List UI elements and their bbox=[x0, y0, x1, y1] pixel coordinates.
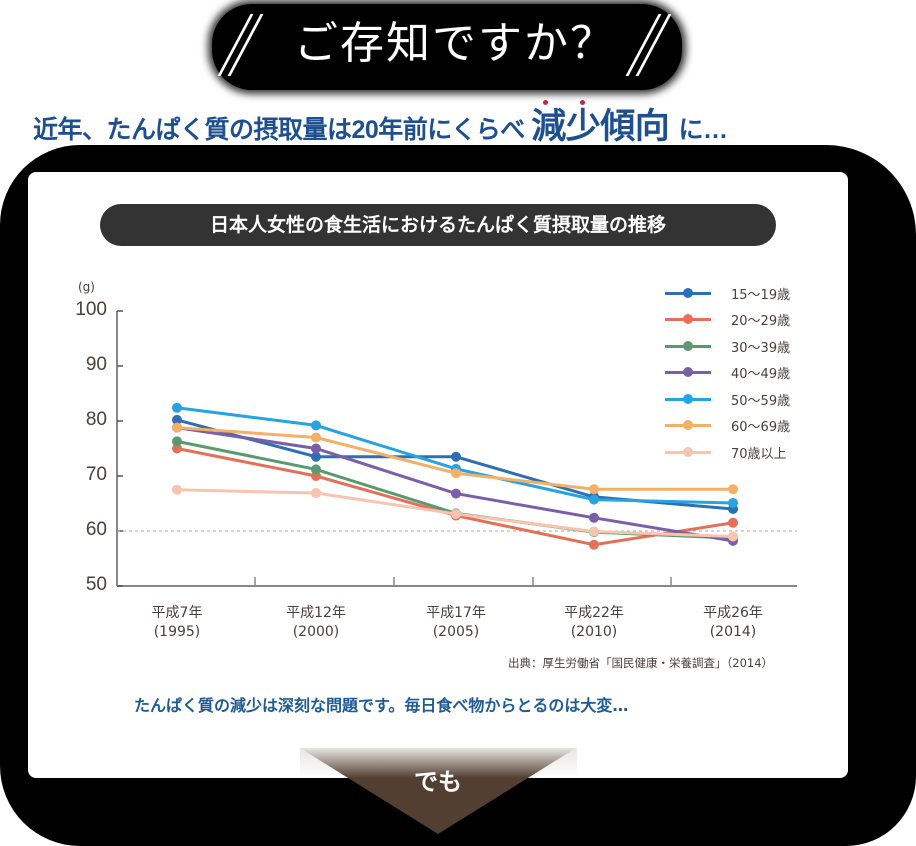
headline: ご存知ですか？ bbox=[294, 18, 616, 69]
y-tick-label: 100 bbox=[75, 299, 107, 320]
y-tick-label: 90 bbox=[85, 354, 107, 375]
legend-item: 60〜69歳 bbox=[665, 413, 790, 440]
legend-item: 20〜29歳 bbox=[665, 307, 790, 334]
x-tick-label: 平成7年 (1995) bbox=[151, 605, 203, 640]
legend-label: 60〜69歳 bbox=[731, 420, 791, 436]
source-citation: 出典：厚生労働省「国民健康・栄養調査」（2014） bbox=[508, 656, 774, 670]
x-tick-label: 平成26年 (2014) bbox=[703, 605, 763, 640]
subline-emphasis: 減少傾向 bbox=[531, 100, 678, 146]
chart-series bbox=[172, 402, 738, 550]
legend-marker-icon bbox=[665, 367, 711, 378]
legend-label: 70歳以上 bbox=[731, 446, 787, 462]
chart-card bbox=[28, 172, 848, 778]
subline: 近年、たんぱく質の摂取量は20年前にくらべ 減少傾向 に… bbox=[33, 98, 728, 149]
legend-marker-icon bbox=[665, 287, 711, 298]
legend-item: 50〜59歳 bbox=[665, 386, 790, 413]
subline-prefix: 近年、たんぱく質の摂取量は20年前にくらべ bbox=[33, 116, 525, 144]
legend-label: 15〜19歳 bbox=[731, 287, 791, 303]
x-tick-label: 平成22年 (2010) bbox=[564, 605, 624, 640]
emphasis-dot bbox=[580, 100, 586, 105]
legend-item: 70歳以上 bbox=[665, 439, 790, 466]
y-tick-label: 50 bbox=[85, 574, 107, 595]
y-tick-label: 70 bbox=[85, 464, 107, 485]
legend-label: 20〜29歳 bbox=[731, 314, 791, 330]
arrow-fade bbox=[300, 748, 577, 778]
chart-legend: 15〜19歳 20〜29歳 30〜39歳 40〜49歳 50〜59歳 60〜69歳 70歳以… bbox=[665, 280, 790, 466]
legend-marker-icon bbox=[665, 420, 711, 431]
legend-label: 50〜59歳 bbox=[731, 393, 791, 409]
legend-item: 30〜39歳 bbox=[665, 333, 790, 360]
legend-label: 40〜49歳 bbox=[731, 367, 791, 383]
chart-title: 日本人女性の食生活におけるたんぱく質摂取量の推移 bbox=[100, 204, 776, 246]
series-line bbox=[172, 422, 738, 546]
series-line bbox=[172, 422, 738, 495]
headline-badge bbox=[212, 4, 682, 90]
legend-marker-icon bbox=[665, 340, 711, 351]
legend-marker-icon bbox=[665, 446, 711, 457]
emphasis-dot bbox=[543, 100, 549, 105]
subline-suffix: に… bbox=[678, 116, 729, 144]
legend-item: 15〜19歳 bbox=[665, 280, 790, 307]
y-axis-unit: (g) bbox=[78, 280, 95, 294]
x-tick-label: 平成12年 (2000) bbox=[286, 605, 346, 640]
note-text: たんぱく質の減少は深刻な問題です。毎日食べ物からとるのは大変… bbox=[134, 696, 629, 715]
series-line bbox=[172, 484, 738, 542]
legend-marker-icon bbox=[665, 393, 711, 404]
legend-label: 30〜39歳 bbox=[731, 340, 791, 356]
y-tick-label: 80 bbox=[85, 409, 107, 430]
legend-item: 40〜49歳 bbox=[665, 360, 790, 387]
x-tick-label: 平成17年 (2005) bbox=[426, 605, 486, 640]
legend-marker-icon bbox=[665, 314, 711, 325]
y-tick-label: 60 bbox=[85, 519, 107, 540]
arrow-label: でも bbox=[414, 768, 462, 796]
